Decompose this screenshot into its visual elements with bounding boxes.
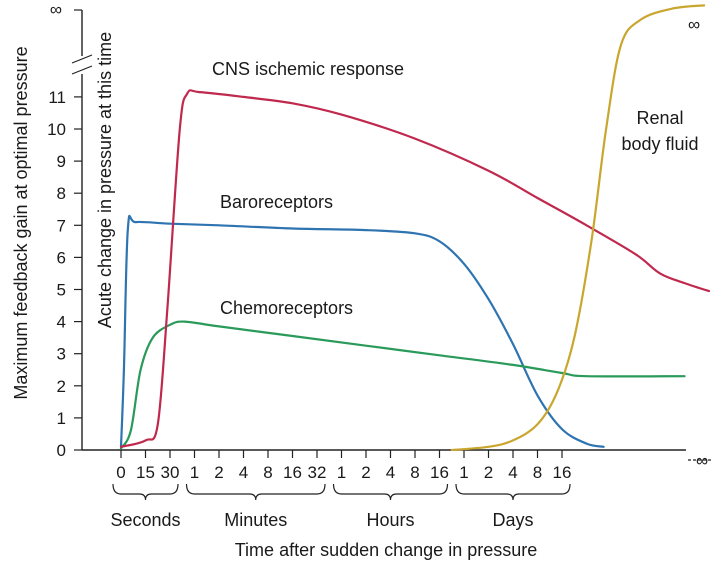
- x-axis-ticks: 0 15 30 1 2 4 8 16 32 1 2 4 8 16 1 2 4 8 16: [116, 450, 571, 482]
- x-group-label: Seconds: [110, 510, 180, 530]
- x-tick-label: 30: [161, 463, 180, 482]
- y-tick-label: 4: [57, 313, 66, 332]
- series-label-cns: CNS ischemic response: [212, 59, 404, 79]
- x-group-label: Days: [492, 510, 533, 530]
- x-tick-label: 16: [553, 463, 572, 482]
- x-group-label: Hours: [366, 510, 414, 530]
- series-curves: [119, 4, 711, 452]
- y-tick-label: 3: [57, 345, 66, 364]
- y-tick-label: 5: [57, 281, 66, 300]
- y-tick-label: 6: [57, 248, 66, 267]
- y-tick-label: 7: [57, 216, 66, 235]
- x-tick-label: 8: [533, 463, 542, 482]
- axes: [71, 9, 712, 461]
- x-tick-label: 4: [386, 463, 395, 482]
- y-tick-label: 8: [57, 184, 66, 203]
- y-axis-ticks: 0 1 2 3 4 5 6 7 8 9 10 11: [47, 88, 82, 460]
- y-axis-break-mark: [71, 65, 93, 75]
- y-axis-break-mark: [71, 54, 93, 64]
- series-label-chemoreceptors: Chemoreceptors: [220, 298, 353, 318]
- x-tick-label: 4: [508, 463, 517, 482]
- x-end-infinity-label: ∞: [696, 451, 708, 470]
- plot-infinity-label: ∞: [688, 15, 700, 34]
- x-tick-label: 1: [459, 463, 468, 482]
- x-tick-label: 8: [263, 463, 272, 482]
- y-tick-label: 1: [57, 409, 66, 428]
- y-tick-label: 11: [48, 88, 66, 107]
- series-label-baroreceptors: Baroreceptors: [220, 192, 333, 212]
- x-tick-label: 16: [430, 463, 449, 482]
- x-tick-label: 15: [136, 463, 155, 482]
- x-tick-label: 2: [214, 463, 223, 482]
- y-axis-title-inner: Acute change in pressure at this time: [95, 32, 115, 328]
- x-tick-label: 2: [484, 463, 493, 482]
- x-tick-label: 1: [190, 463, 199, 482]
- x-axis-title: Time after sudden change in pressure: [235, 540, 538, 560]
- x-group-brace: [332, 483, 449, 501]
- x-group-label: Minutes: [224, 510, 287, 530]
- y-tick-label: 10: [47, 120, 66, 139]
- series-label-renal-line1: Renal: [636, 108, 683, 128]
- x-group-brace: [112, 483, 179, 501]
- x-group-braces: Seconds Minutes Hours Days: [110, 483, 571, 530]
- series-label-renal-line2: body fluid: [621, 134, 698, 154]
- x-group-brace: [185, 483, 326, 501]
- x-tick-label: 8: [410, 463, 419, 482]
- series-line-chemoreceptors: [119, 320, 686, 450]
- x-tick-label: 2: [361, 463, 370, 482]
- series-line-renal-body-fluid: [450, 4, 706, 452]
- y-axis-title-outer: Maximum feedback gain at optimal pressur…: [11, 46, 31, 399]
- x-tick-label: 1: [337, 463, 346, 482]
- x-tick-label: 32: [308, 463, 327, 482]
- y-tick-label: 2: [57, 377, 66, 396]
- x-tick-label: 4: [239, 463, 248, 482]
- series-line-baroreceptors: [119, 214, 605, 448]
- x-tick-label: 0: [116, 463, 125, 482]
- x-group-brace: [455, 483, 571, 501]
- y-tick-label: 0: [57, 441, 66, 460]
- series-line-cns-ischemic-response: [119, 89, 711, 448]
- x-tick-label: 16: [283, 463, 302, 482]
- y-tick-label: 9: [57, 152, 66, 171]
- y-infinity-label: ∞: [50, 0, 62, 19]
